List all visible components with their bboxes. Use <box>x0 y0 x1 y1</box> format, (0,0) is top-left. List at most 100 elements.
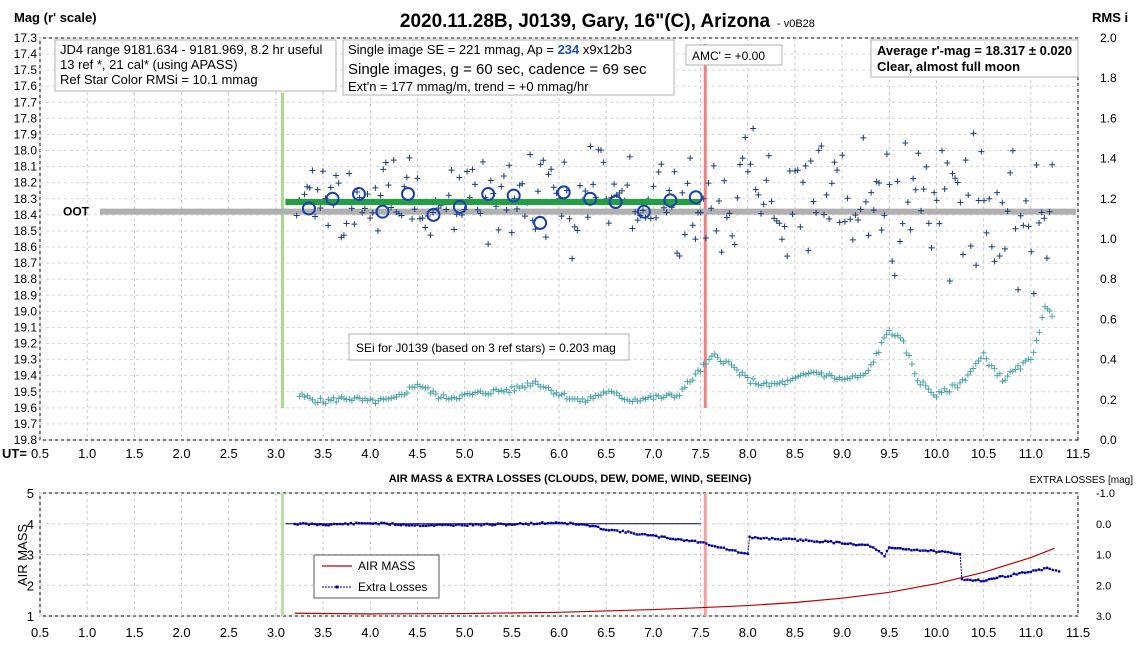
extra-losses-point <box>815 540 819 543</box>
x-tick-label: 2.0 <box>173 446 191 461</box>
extra-losses-point <box>773 537 777 541</box>
extra-losses-point <box>352 522 355 526</box>
single-image-point <box>828 180 835 187</box>
sei-point <box>792 374 799 381</box>
sei-point <box>951 382 958 389</box>
extra-losses-point <box>310 522 313 525</box>
extra-losses-point <box>341 522 344 526</box>
x-tick-label: 0.5 <box>31 446 49 461</box>
sei-point <box>351 395 358 402</box>
sei-point <box>980 349 987 356</box>
single-image-point <box>763 177 770 184</box>
sei-point <box>911 370 918 377</box>
extra-losses-point <box>691 539 694 543</box>
sei-point <box>681 384 688 391</box>
extra-losses-point <box>466 524 469 527</box>
single-image-point <box>611 181 618 188</box>
sei-point <box>600 388 607 395</box>
extra-losses-point <box>1048 567 1051 571</box>
air-mass-line <box>294 547 1055 615</box>
single-image-point <box>521 213 528 220</box>
extra-losses-point <box>995 576 999 580</box>
single-image-point <box>737 161 744 168</box>
single-image-point <box>469 166 476 173</box>
sei-point <box>637 397 644 404</box>
single-image-point <box>841 218 848 225</box>
sei-point <box>957 379 964 386</box>
extra-losses-point <box>344 522 347 525</box>
extra-losses-point <box>566 522 569 526</box>
single-image-point <box>721 177 728 184</box>
single-image-point <box>474 206 481 213</box>
single-image-point <box>831 159 838 166</box>
sei-point <box>938 389 945 396</box>
single-image-point <box>301 191 308 198</box>
single-image-point <box>312 213 319 220</box>
sei-point <box>873 350 880 357</box>
extra-losses-point <box>416 523 419 527</box>
extra-losses-point <box>293 522 296 526</box>
sei-point <box>417 383 424 390</box>
single-image-point <box>818 143 825 150</box>
single-image-point <box>784 253 791 260</box>
sei-point <box>1030 349 1037 356</box>
single-image-point <box>359 209 366 216</box>
single-image-point <box>676 252 683 259</box>
sei-point <box>346 396 353 403</box>
extra-losses-point <box>632 532 636 535</box>
single-image-point <box>844 195 851 202</box>
single-image-info-box <box>342 39 675 96</box>
extra-losses-point <box>838 540 841 544</box>
extra-losses-point <box>910 549 913 552</box>
sei-point <box>996 370 1003 377</box>
extra-losses-point <box>1054 569 1058 572</box>
jd-info-line: 13 ref *, 21 cal* (using APASS) <box>60 57 238 72</box>
sei-point <box>527 383 534 390</box>
binned-average-point <box>426 207 441 222</box>
sei-point <box>558 391 565 398</box>
single-image-point <box>561 159 568 166</box>
single-image-point <box>868 189 875 196</box>
single-image-point <box>1020 222 1027 229</box>
extra-losses-point <box>998 575 1002 578</box>
extra-losses-point <box>460 524 464 527</box>
sei-point <box>714 354 721 361</box>
extra-losses-point <box>971 579 974 582</box>
extra-losses-point <box>685 538 688 542</box>
extra-losses-point <box>860 543 864 546</box>
extra-losses-point <box>482 523 486 526</box>
extra-losses-point <box>693 539 697 543</box>
extra-losses-point <box>577 523 581 526</box>
single-image-point <box>967 243 974 250</box>
sei-point <box>733 366 740 373</box>
single-image-point <box>550 184 557 191</box>
extinction-line: Ext'n = 177 mmag/m, trend = +0 mmag/hr <box>348 79 589 94</box>
single-image-point <box>889 258 896 265</box>
single-image-point <box>1022 197 1029 204</box>
sei-point <box>545 384 552 391</box>
single-image-point <box>367 215 374 222</box>
extra-losses-point <box>869 545 872 548</box>
single-image-point <box>587 143 594 150</box>
sei-point <box>618 395 625 402</box>
extra-losses-point <box>716 546 720 549</box>
extra-losses-point <box>929 548 933 552</box>
sei-point <box>925 386 932 393</box>
single-image-point <box>1036 219 1043 226</box>
x-tick-label: 1.0 <box>78 625 96 640</box>
single-image-point <box>807 157 814 164</box>
x-tick-label: 11.0 <box>1019 625 1043 640</box>
single-image-point <box>679 189 686 196</box>
single-image-point <box>939 147 946 154</box>
single-image-point <box>624 182 631 189</box>
extra-losses-point <box>874 548 878 551</box>
extra-losses-point <box>635 533 638 536</box>
binned-average-point <box>663 193 678 208</box>
y-tick-label-left: 19.1 <box>14 320 38 334</box>
sei-point <box>521 384 528 391</box>
x-tick-label: 4.0 <box>361 625 379 640</box>
single-image-point <box>351 221 358 228</box>
single-image-point <box>293 212 300 219</box>
extra-losses-point <box>477 523 480 526</box>
sei-point <box>795 373 802 380</box>
